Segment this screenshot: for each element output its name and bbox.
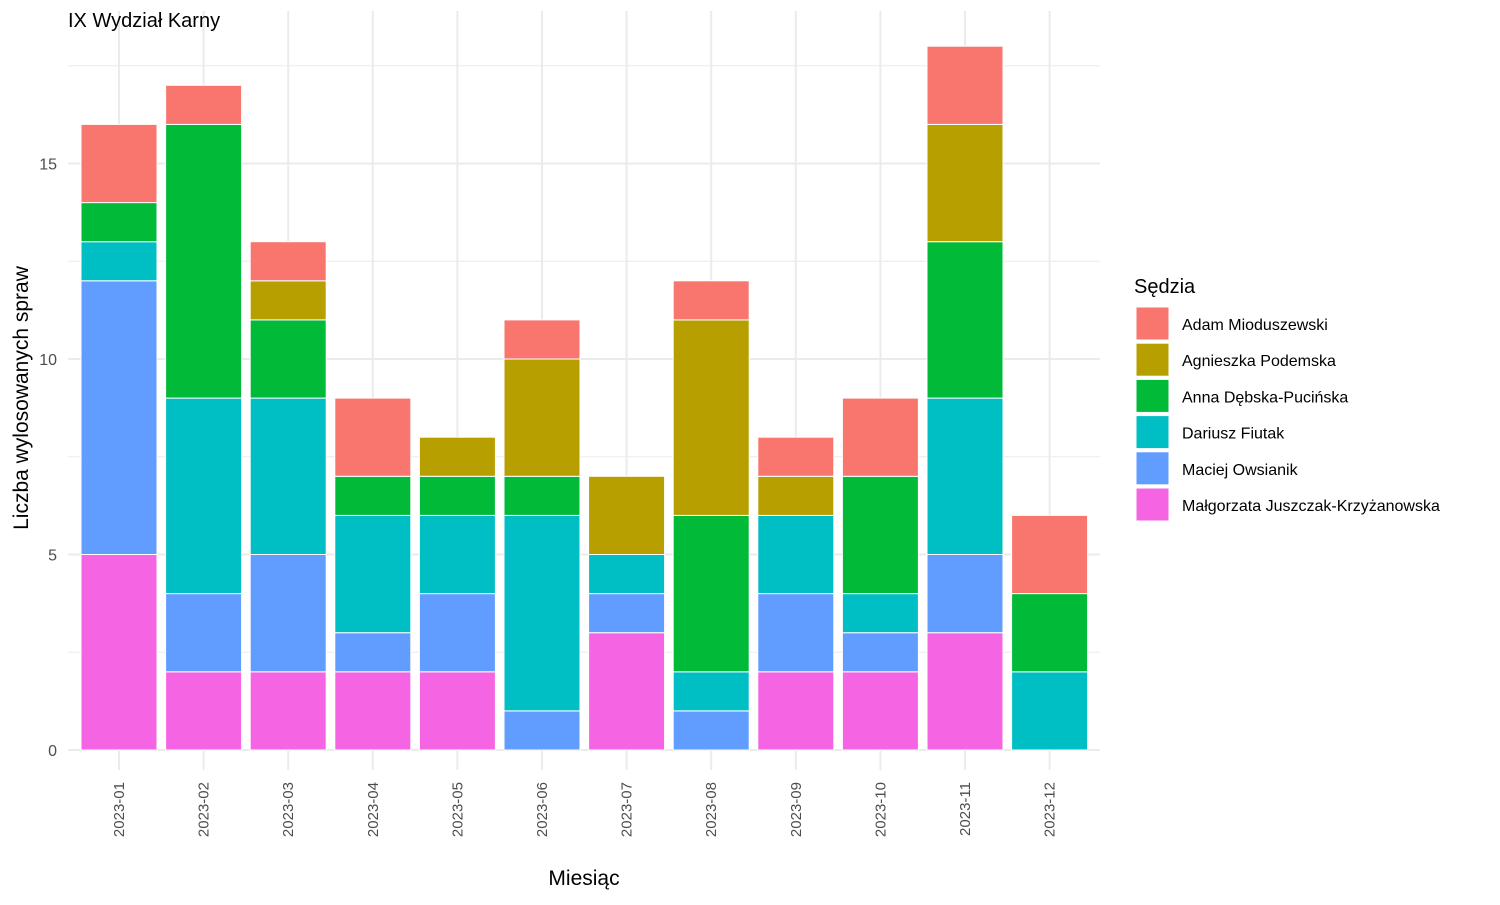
- bar-segment: [80, 280, 158, 555]
- bar-segment: [334, 514, 412, 634]
- bar-segment: [334, 397, 412, 477]
- legend-label: Adam Mioduszewski: [1182, 317, 1328, 334]
- y-axis-title: Liczba wylosowanych spraw: [10, 265, 33, 530]
- bar-segment: [757, 593, 835, 673]
- bar-segment: [418, 475, 496, 516]
- bar-segment: [418, 593, 496, 673]
- bar-segment: [841, 671, 919, 751]
- bar-segment: [418, 514, 496, 595]
- y-tick-labels: 0 5 10 15: [39, 157, 57, 761]
- x-tick-label: 2023-04: [365, 782, 382, 837]
- bar-segment: [80, 202, 158, 243]
- bar-segment: [672, 710, 750, 751]
- bar-segment: [588, 554, 666, 595]
- bar-segment: [841, 632, 919, 673]
- x-tick-label: 2023-02: [196, 782, 213, 837]
- bar-segment: [588, 475, 666, 555]
- bar-segment: [1011, 514, 1089, 595]
- x-tick-label: 2023-03: [280, 782, 297, 837]
- bar-segment: [334, 671, 412, 751]
- bar-segment: [757, 436, 835, 477]
- bar-segment: [249, 554, 327, 673]
- bar-segment: [249, 280, 327, 321]
- bar-segment: [249, 241, 327, 282]
- bar-segment: [672, 671, 750, 712]
- bar-segment: [672, 514, 750, 673]
- legend-key: [1135, 415, 1170, 450]
- legend-label: Anna Dębska-Pucińska: [1182, 389, 1348, 406]
- bar-segment: [926, 123, 1004, 243]
- legend-label: Agnieszka Podemska: [1182, 353, 1336, 370]
- bar-segment: [80, 241, 158, 282]
- legend-label: Maciej Owsianik: [1182, 462, 1299, 479]
- bar-segment: [841, 397, 919, 477]
- bar-segment: [926, 554, 1004, 634]
- legend-key: [1135, 306, 1170, 341]
- bar-segment: [418, 671, 496, 751]
- y-tick-label: 15: [39, 157, 57, 174]
- x-tick-label: 2023-06: [534, 782, 551, 837]
- x-tick-label: 2023-05: [449, 782, 466, 837]
- legend-key: [1135, 451, 1170, 486]
- bar-segment: [503, 514, 581, 712]
- bar-segment: [503, 358, 581, 477]
- bar-segment: [334, 475, 412, 516]
- bar-segment: [588, 632, 666, 751]
- bar-segment: [165, 397, 243, 595]
- chart-title: IX Wydział Karny: [68, 10, 220, 32]
- y-tick-label: 0: [48, 743, 57, 760]
- x-tick-label: 2023-11: [957, 782, 974, 836]
- x-tick-label: 2023-01: [111, 782, 128, 837]
- bar-segment: [165, 84, 243, 125]
- legend-title: Sędzia: [1134, 276, 1196, 298]
- bar-segment: [926, 241, 1004, 399]
- bar-segment: [249, 319, 327, 399]
- bar-segment: [80, 554, 158, 751]
- legend-key: [1135, 378, 1170, 413]
- x-tick-label: 2023-12: [1042, 782, 1059, 837]
- bar-segment: [418, 436, 496, 477]
- bar-segment: [80, 123, 158, 204]
- legend-label: Małgorzata Juszczak-Krzyżanowska: [1182, 498, 1440, 515]
- bar-segment: [672, 319, 750, 516]
- bar-segment: [165, 123, 243, 399]
- bar-segment: [926, 632, 1004, 751]
- bar-segment: [1011, 593, 1089, 673]
- x-tick-label: 2023-08: [703, 782, 720, 837]
- legend-label: Dariusz Fiutak: [1182, 426, 1285, 443]
- bar-segment: [165, 671, 243, 751]
- legend-key: [1135, 487, 1170, 522]
- y-tick-label: 5: [48, 548, 57, 565]
- x-tick-label: 2023-07: [619, 782, 636, 837]
- bar-segment: [165, 593, 243, 673]
- y-tick-label: 10: [39, 352, 57, 369]
- bar-segment: [334, 632, 412, 673]
- bar-segment: [503, 319, 581, 360]
- bar-segment: [503, 475, 581, 516]
- bar-segment: [926, 397, 1004, 555]
- bar-segment: [588, 593, 666, 634]
- x-axis-title: Miesiąc: [548, 867, 619, 890]
- bar-segment: [1011, 671, 1089, 751]
- bar-segment: [757, 475, 835, 516]
- legend: Sędzia Adam Mioduszewski Agnieszka Podems…: [1134, 276, 1440, 522]
- bar-segment: [926, 45, 1004, 125]
- x-tick-label: 2023-09: [788, 782, 805, 837]
- bar-segment: [757, 671, 835, 751]
- bar-segment: [503, 710, 581, 751]
- legend-key: [1135, 342, 1170, 377]
- bar-segment: [841, 475, 919, 595]
- bar-segment: [249, 671, 327, 751]
- x-tick-labels: 2023-01 2023-02 2023-03 2023-04 2023-05 2023-…: [111, 782, 1059, 837]
- bar-segment: [757, 514, 835, 595]
- bar-segment: [672, 280, 750, 321]
- x-tick-label: 2023-10: [872, 782, 889, 837]
- bar-segment: [249, 397, 327, 555]
- bar-segment: [841, 593, 919, 634]
- bars: [80, 45, 1089, 751]
